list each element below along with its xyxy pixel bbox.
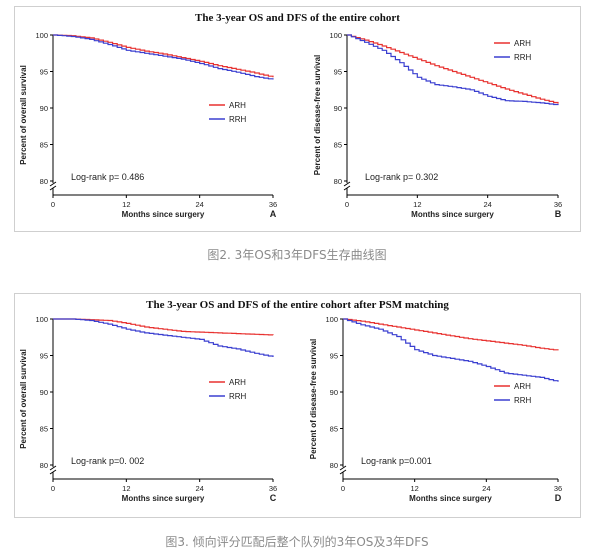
legend-label-arh: ARH <box>514 39 531 48</box>
x-tick-label: 24 <box>483 200 491 209</box>
y-tick-label: 85 <box>40 141 48 150</box>
x-tick-label: 36 <box>269 200 277 209</box>
panel-d: 80 85 90 95 100 0 12 24 36 Months since surgery Pe… <box>309 315 562 503</box>
x-tick-label: 0 <box>51 484 55 493</box>
series-line-arh <box>53 318 274 336</box>
y-tick-label: 95 <box>330 352 338 361</box>
legend-label-rrh: RRH <box>514 53 532 62</box>
figure-2-plots: 80 85 90 95 100 0 12 24 36 Months since surgery Pe… <box>19 31 562 219</box>
series-line-arh <box>343 318 559 351</box>
y-axis-label: Percent of overall survival <box>19 65 28 165</box>
legend-label-arh: ARH <box>514 382 531 391</box>
x-axis-label: Months since surgery <box>122 210 205 219</box>
x-tick-label: 12 <box>413 200 421 209</box>
y-axis-label: Percent of disease-free survival <box>313 55 322 176</box>
x-tick-label: 36 <box>269 484 277 493</box>
y-axis-label: Percent of disease-free survival <box>309 339 318 460</box>
series-line-arh <box>347 34 559 104</box>
x-tick-label: 36 <box>554 484 562 493</box>
x-tick-label: 24 <box>195 200 203 209</box>
panel-a: 80 85 90 95 100 0 12 24 36 Months since surgery Pe… <box>19 31 277 219</box>
panel-b: 80 85 90 95 100 0 12 24 36 Months since surgery Pe… <box>313 31 562 219</box>
legend-label-arh: ARH <box>229 101 246 110</box>
figure-2: The 3-year OS and DFS of the entire coho… <box>14 6 581 232</box>
series-line-arh <box>53 34 274 78</box>
y-tick-label: 100 <box>329 31 342 40</box>
y-tick-label: 90 <box>330 388 338 397</box>
panel-letter: A <box>270 209 277 219</box>
x-axis-label: Months since surgery <box>411 210 494 219</box>
panel-letter: C <box>270 493 277 503</box>
y-tick-label: 85 <box>330 425 338 434</box>
y-tick-label: 80 <box>334 177 342 186</box>
series-line-rrh <box>53 318 274 357</box>
x-tick-label: 0 <box>51 200 55 209</box>
x-tick-label: 0 <box>345 200 349 209</box>
figure-3-plots: 80 85 90 95 100 0 12 24 36 Months since surgery Pe… <box>19 315 562 503</box>
y-tick-label: 80 <box>330 461 338 470</box>
legend-label-rrh: RRH <box>229 115 247 124</box>
logrank-annotation: Log-rank p=0. 002 <box>71 456 144 466</box>
panel-letter: B <box>555 209 562 219</box>
x-tick-label: 0 <box>341 484 345 493</box>
figure-caption: 图3. 倾向评分匹配后整个队列的3年OS及3年DFS <box>165 535 429 549</box>
y-tick-label: 95 <box>334 68 342 77</box>
legend-label-rrh: RRH <box>514 396 532 405</box>
x-tick-label: 24 <box>195 484 203 493</box>
x-axis-label: Months since surgery <box>122 494 205 503</box>
logrank-annotation: Log-rank p=0.001 <box>361 456 432 466</box>
y-tick-label: 80 <box>40 461 48 470</box>
legend-label-arh: ARH <box>229 378 246 387</box>
y-tick-label: 80 <box>40 177 48 186</box>
y-tick-label: 95 <box>40 352 48 361</box>
y-tick-label: 100 <box>325 315 338 324</box>
logrank-annotation: Log-rank p= 0.486 <box>71 172 144 182</box>
series-line-rrh <box>53 34 274 80</box>
x-tick-label: 12 <box>410 484 418 493</box>
y-tick-label: 90 <box>40 104 48 113</box>
figure-title: The 3-year OS and DFS of the entire coho… <box>146 299 449 311</box>
x-tick-label: 12 <box>122 484 130 493</box>
y-tick-label: 95 <box>40 68 48 77</box>
y-tick-label: 90 <box>40 388 48 397</box>
legend-label-rrh: RRH <box>229 392 247 401</box>
x-tick-label: 24 <box>482 484 490 493</box>
y-tick-label: 85 <box>40 425 48 434</box>
y-tick-label: 100 <box>35 315 48 324</box>
x-axis-label: Months since surgery <box>409 494 492 503</box>
panel-c: 80 85 90 95 100 0 12 24 36 Months since surgery Pe… <box>19 315 277 503</box>
figure-title: The 3-year OS and DFS of the entire coho… <box>195 12 400 24</box>
x-tick-label: 12 <box>122 200 130 209</box>
logrank-annotation: Log-rank p= 0.302 <box>365 172 438 182</box>
y-tick-label: 100 <box>35 31 48 40</box>
y-tick-label: 90 <box>334 104 342 113</box>
y-tick-label: 85 <box>334 141 342 150</box>
figure-caption: 图2. 3年OS和3年DFS生存曲线图 <box>207 248 387 262</box>
figure-3: The 3-year OS and DFS of the entire coho… <box>14 293 581 518</box>
y-axis-label: Percent of overall survival <box>19 349 28 449</box>
series-line-rrh <box>347 34 559 106</box>
x-tick-label: 36 <box>554 200 562 209</box>
series-line-rrh <box>343 318 559 382</box>
panel-letter: D <box>555 493 562 503</box>
